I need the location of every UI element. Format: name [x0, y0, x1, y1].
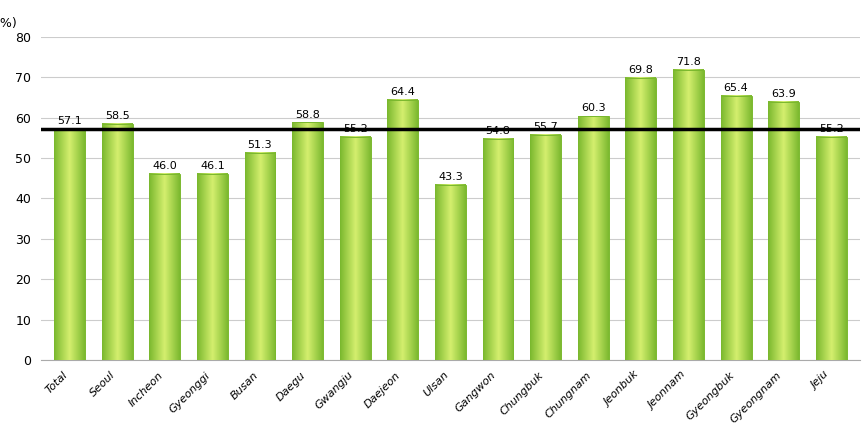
- Text: (%): (%): [0, 17, 17, 30]
- Text: 54.8: 54.8: [486, 126, 511, 136]
- Text: 55.2: 55.2: [819, 124, 843, 134]
- Text: 63.9: 63.9: [772, 89, 796, 99]
- Bar: [387, 100, 418, 360]
- Text: 60.3: 60.3: [581, 103, 606, 114]
- Text: 64.4: 64.4: [391, 87, 416, 97]
- Text: 55.7: 55.7: [533, 122, 558, 132]
- Bar: [435, 185, 466, 360]
- Text: 46.0: 46.0: [152, 161, 177, 171]
- Text: 69.8: 69.8: [628, 65, 653, 75]
- Bar: [292, 122, 323, 360]
- Text: 58.8: 58.8: [295, 109, 320, 120]
- Bar: [530, 135, 561, 360]
- Bar: [626, 78, 657, 360]
- Bar: [197, 174, 228, 360]
- Bar: [102, 124, 133, 360]
- Text: 43.3: 43.3: [438, 172, 463, 182]
- Bar: [816, 137, 847, 360]
- Bar: [54, 129, 85, 360]
- Bar: [483, 139, 513, 360]
- Text: 46.1: 46.1: [200, 161, 225, 171]
- Bar: [340, 137, 371, 360]
- Text: 55.2: 55.2: [343, 124, 367, 134]
- Bar: [149, 174, 181, 360]
- Text: 51.3: 51.3: [248, 140, 272, 150]
- Bar: [578, 116, 609, 360]
- Bar: [721, 96, 752, 360]
- Bar: [673, 70, 704, 360]
- Text: 65.4: 65.4: [724, 83, 748, 93]
- Text: 58.5: 58.5: [105, 111, 130, 121]
- Bar: [245, 153, 276, 360]
- Text: 71.8: 71.8: [676, 57, 701, 67]
- Text: 57.1: 57.1: [57, 116, 82, 127]
- Bar: [768, 102, 799, 360]
